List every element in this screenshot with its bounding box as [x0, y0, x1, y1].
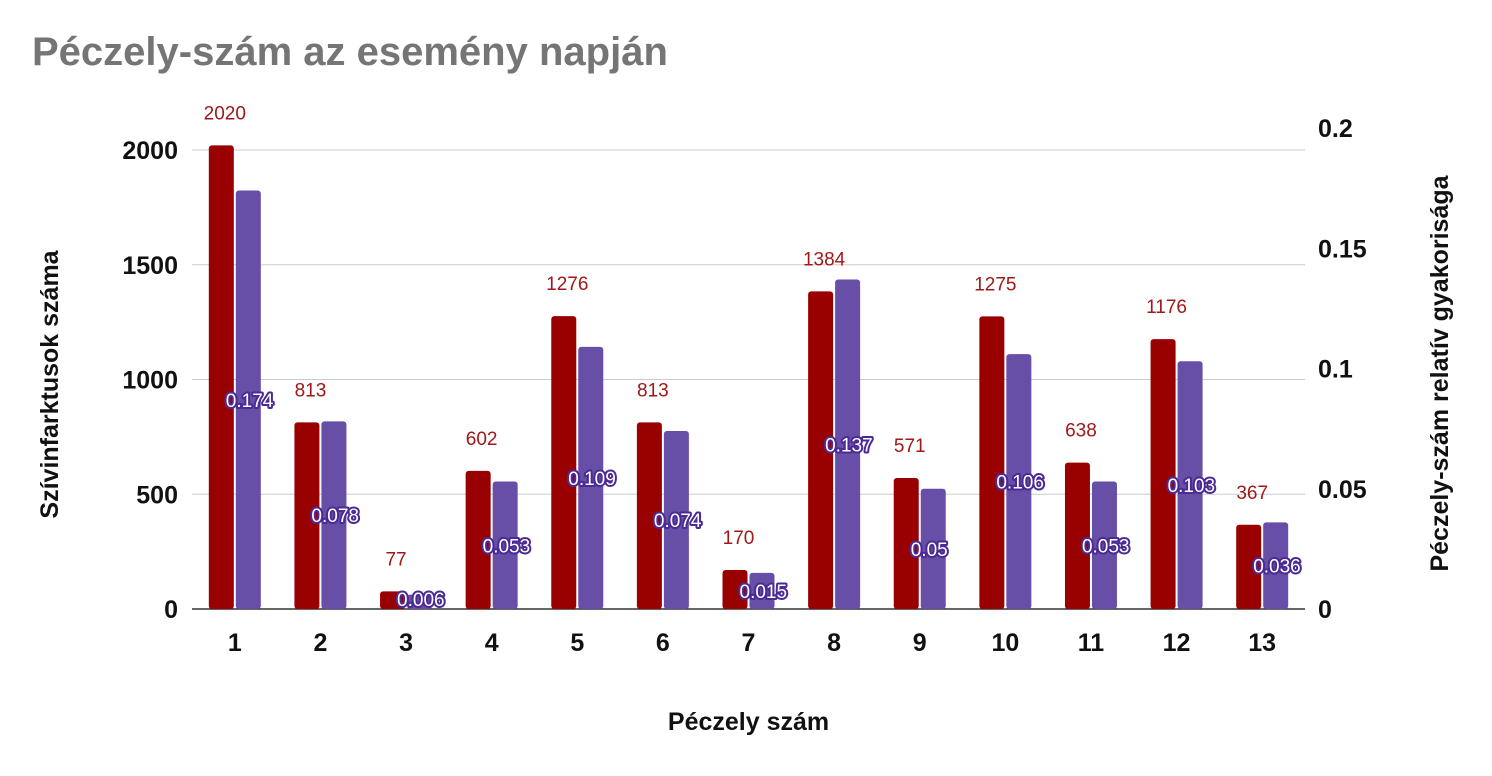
bar-relative: [1091, 481, 1117, 609]
y-tick-label: 2000: [122, 137, 178, 165]
x-tick-label: 4: [485, 629, 499, 657]
bar-count: [1064, 462, 1090, 609]
count-data-label: 77: [385, 549, 406, 570]
bar-relative: [1263, 522, 1289, 609]
bar-count: [294, 422, 320, 609]
y2-tick-label: 0.2: [1318, 115, 1353, 143]
x-tick-label: 1: [228, 629, 242, 657]
count-data-label: 1176: [1146, 297, 1187, 318]
x-tick-label: 12: [1163, 629, 1191, 657]
count-data-label: 367: [1236, 483, 1268, 504]
x-tick-label: 6: [656, 629, 670, 657]
y2-tick-label: 0.05: [1318, 476, 1367, 504]
bar-count: [551, 316, 577, 609]
bar-relative: [1006, 354, 1032, 609]
count-data-label: 813: [637, 380, 669, 401]
y2-tick-label: 0: [1318, 596, 1332, 624]
count-data-label: 2020: [204, 103, 246, 124]
y2-tick-label: 0.1: [1318, 356, 1353, 384]
bar-relative: [663, 431, 689, 609]
y-axis-title: Szívinfarktusok száma: [36, 249, 64, 518]
x-tick-label: 8: [827, 629, 841, 657]
count-data-label: 1276: [546, 274, 588, 295]
x-axis-title: Péczely szám: [668, 708, 829, 736]
x-tick-label: 13: [1248, 629, 1276, 657]
bar-relative: [321, 421, 347, 609]
bar-count: [1236, 524, 1262, 609]
x-tick-label: 7: [742, 629, 756, 657]
gridlines: [192, 149, 1305, 610]
count-data-label: 1384: [803, 249, 846, 270]
bar-relative: [1177, 361, 1203, 609]
bar-count: [208, 145, 234, 609]
x-tick-label: 5: [570, 629, 584, 657]
bar-count: [1150, 339, 1176, 609]
bar-count: [722, 569, 748, 609]
y2-axis-title: Péczely-szám relatív gyakorisága: [1426, 174, 1454, 571]
relative-data-label: 0.106: [996, 473, 1044, 494]
bar-relative: [492, 481, 518, 609]
relative-data-label: 0.137: [825, 435, 873, 456]
relative-data-label: 0.074: [654, 511, 702, 532]
x-tick-label: 11: [1078, 629, 1105, 657]
y-tick-label: 500: [136, 481, 178, 509]
bars: [208, 145, 1289, 609]
relative-data-label: 0.109: [568, 469, 616, 490]
count-data-label: 813: [295, 380, 327, 401]
bar-count: [893, 477, 919, 609]
relative-data-label: 0.103: [1168, 476, 1216, 497]
bar-relative: [578, 346, 604, 609]
bar-count: [808, 291, 834, 609]
relative-data-label: 0.053: [1082, 536, 1130, 557]
y-tick-label: 0: [164, 596, 178, 624]
relative-data-label: 0.053: [483, 536, 531, 557]
bar-relative: [835, 279, 861, 609]
bar-count: [636, 422, 662, 609]
count-data-label: 571: [894, 436, 926, 457]
relative-data-label: 0.05: [911, 540, 948, 561]
relative-data-label: 0.078: [311, 506, 359, 527]
count-data-label: 638: [1065, 421, 1097, 442]
chart-title: Péczely-szám az esemény napján: [32, 30, 668, 74]
x-tick-label: 2: [313, 629, 327, 657]
bar-count: [979, 316, 1005, 609]
bar-relative: [749, 572, 775, 609]
x-tick-label: 3: [399, 629, 413, 657]
count-data-label: 170: [723, 528, 755, 549]
relative-data-label: 0.015: [740, 582, 788, 603]
bar-relative: [920, 488, 946, 609]
count-data-label: 602: [466, 429, 498, 450]
relative-data-label: 0.006: [397, 590, 445, 611]
bar-relative: [407, 594, 433, 609]
x-tick-label: 10: [991, 629, 1019, 657]
bar-count: [465, 470, 491, 609]
bar-relative: [235, 190, 261, 609]
count-data-label: 1275: [974, 274, 1016, 295]
relative-data-label: 0.036: [1253, 557, 1301, 578]
y-tick-label: 1500: [122, 252, 178, 280]
x-tick-label: 9: [913, 629, 927, 657]
data-labels: 2020 0.174 813 0.078 77 0.006 602 0.053 1276 0.10…: [204, 103, 1303, 613]
bar-count: [380, 591, 406, 609]
relative-data-label: 0.174: [226, 391, 274, 412]
y2-tick-label: 0.15: [1318, 235, 1367, 263]
y-tick-label: 1000: [122, 367, 178, 395]
